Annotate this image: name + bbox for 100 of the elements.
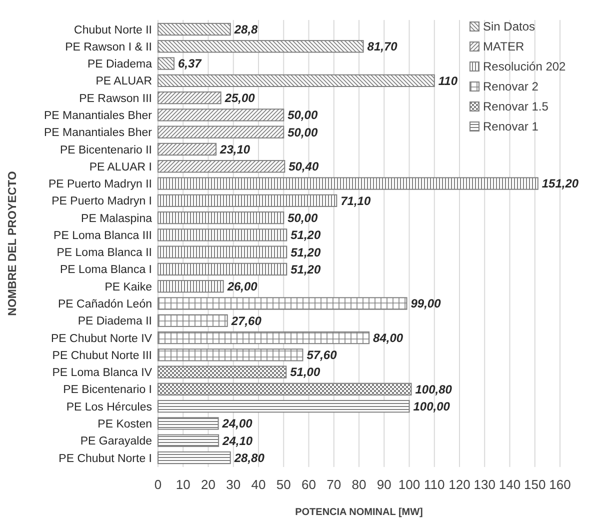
- data-label: 81,70: [367, 40, 398, 54]
- x-tick-label: 70: [326, 477, 342, 492]
- bar: [158, 400, 410, 413]
- x-tick-label: 40: [251, 477, 266, 492]
- y-tick-label: PE Loma Blanca III: [54, 230, 152, 242]
- y-tick-label: PE Bicentenario II: [60, 144, 152, 156]
- bar: [158, 40, 364, 53]
- y-tick-label: PE Rawson III: [79, 92, 152, 105]
- data-label: 23,10: [219, 142, 250, 156]
- data-label: 50,00: [288, 108, 318, 122]
- y-tick-label: PE Kosten: [98, 418, 152, 430]
- data-label: 99,00: [410, 296, 442, 311]
- y-axis-title: NOMBRE DEL PROYECTO: [7, 171, 19, 316]
- y-tick-label: Chubut Norte II: [74, 24, 152, 36]
- x-tick-label: 100: [398, 477, 420, 492]
- y-tick-label: PE Malaspina: [81, 212, 153, 225]
- bar: [158, 348, 304, 362]
- bar: [158, 366, 287, 378]
- bar: [158, 246, 288, 258]
- data-label: 71,10: [340, 194, 371, 208]
- bar: [158, 22, 231, 36]
- bar: [158, 314, 228, 327]
- bar: [158, 280, 224, 293]
- x-axis-title: POTENCIA NOMINAL [MW]: [295, 507, 423, 518]
- y-tick-label: PE Chubut Norte IV: [51, 332, 152, 345]
- bar: [158, 91, 222, 104]
- y-tick-label: PE Kaike: [104, 281, 152, 294]
- bar: [158, 142, 217, 156]
- y-tick-label: PE Loma Blanca II: [56, 247, 152, 260]
- bar: [158, 331, 370, 344]
- x-tick-label: 10: [176, 477, 190, 492]
- y-tick-label: PE Puerto Madryn II: [48, 178, 152, 191]
- data-label: 25,00: [224, 91, 256, 106]
- x-tick-label: 90: [376, 477, 392, 492]
- y-tick-label: PE ALUAR: [96, 76, 152, 88]
- bar: [158, 57, 175, 70]
- data-label: 51,20: [290, 228, 321, 242]
- data-label: 27,60: [230, 314, 262, 328]
- legend-label: Renovar 1: [483, 120, 539, 134]
- y-tick-label: PE Chubut Norte III: [52, 350, 152, 362]
- data-label: 57,60: [306, 348, 338, 362]
- y-tick-label: PE Bicentenario I: [63, 384, 152, 396]
- y-tick-label: PE Rawson I & II: [65, 41, 152, 54]
- y-tick-label: PE Los Hércules: [66, 401, 152, 414]
- data-label: 28,8: [233, 22, 258, 36]
- x-tick-label: 0: [154, 477, 162, 492]
- data-label: 26,00: [226, 280, 258, 294]
- y-tick-label: PE Cañadón León: [58, 298, 152, 311]
- y-tick-label: PE Diadema II: [78, 316, 152, 328]
- data-label: 6,37: [178, 56, 203, 71]
- legend-label: Resolución 202: [483, 60, 566, 74]
- data-label: 24,00: [221, 416, 253, 431]
- bar: [158, 417, 219, 430]
- data-label: 50,00: [288, 125, 318, 140]
- legend-label: Renovar 2: [483, 80, 539, 94]
- data-label: 50,40: [288, 160, 319, 174]
- legend-label: MATER: [483, 40, 524, 54]
- legend-label: Sin Datos: [483, 20, 536, 34]
- x-tick-label: 50: [276, 477, 291, 492]
- x-tick-label: 150: [524, 477, 546, 492]
- y-tick-label: PE Loma Blanca IV: [52, 367, 152, 380]
- bar: [158, 382, 412, 396]
- data-label: 50,00: [288, 210, 318, 225]
- x-tick-label: 140: [498, 477, 521, 492]
- bar: [158, 160, 286, 173]
- data-label: 51,20: [290, 262, 321, 276]
- x-tick-label: 60: [302, 477, 316, 492]
- x-tick-label: 160: [549, 477, 571, 492]
- x-tick-label: 80: [352, 477, 366, 492]
- y-tick-label: PE Manantiales Bher: [44, 127, 152, 140]
- bar: [158, 434, 220, 447]
- data-label: 100,80: [415, 382, 452, 396]
- data-label: 28,80: [233, 450, 265, 465]
- bar: [158, 194, 338, 207]
- y-tick-label: PE Diadema: [87, 58, 153, 71]
- bar: [158, 228, 288, 242]
- y-tick-label: PE ALUAR I: [89, 161, 152, 174]
- data-label: 84,00: [373, 330, 404, 345]
- x-tick-label: 30: [226, 477, 241, 492]
- x-tick-label: 130: [474, 477, 496, 492]
- y-tick-label: PE Loma Blanca I: [60, 264, 152, 276]
- bar: [158, 451, 231, 464]
- data-label: 110: [438, 74, 458, 88]
- x-tick-label: 20: [201, 477, 216, 492]
- bar: [158, 126, 284, 138]
- data-label: 100,00: [413, 400, 450, 414]
- bar: [158, 297, 408, 310]
- y-tick-label: PE Puerto Madryn I: [52, 196, 152, 208]
- bar: [158, 177, 538, 190]
- data-label: 51,00: [290, 365, 320, 380]
- bar: [158, 262, 288, 276]
- legend-label: Renovar 1.5: [483, 100, 549, 114]
- y-tick-label: PE Garayalde: [80, 436, 152, 448]
- y-tick-label: PE Chubut Norte I: [58, 452, 152, 465]
- data-label: 51,20: [290, 245, 321, 260]
- data-label: 24,10: [222, 434, 253, 448]
- data-label: 151,20: [542, 176, 579, 191]
- bar: [158, 211, 284, 224]
- y-tick-label: PE Manantiales Bher: [44, 110, 152, 122]
- x-tick-label: 110: [424, 477, 445, 492]
